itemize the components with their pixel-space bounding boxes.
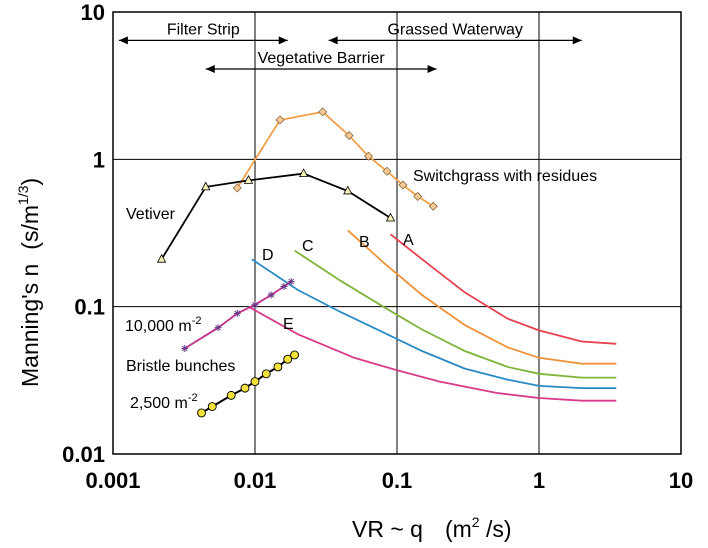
range-arrow-head-right bbox=[427, 64, 437, 73]
data-point bbox=[385, 212, 396, 222]
x-tick-label: 0.01 bbox=[234, 468, 277, 493]
ten-thousand-exp: -2 bbox=[192, 315, 202, 327]
y-tick-label: 0.1 bbox=[74, 295, 105, 320]
data-point bbox=[232, 183, 242, 193]
data-point bbox=[273, 362, 283, 372]
series-group bbox=[294, 249, 617, 379]
range-arrow: Filter Strip bbox=[118, 21, 288, 45]
range-arrow-head-left bbox=[205, 64, 215, 73]
data-point bbox=[290, 350, 300, 360]
data-point bbox=[343, 185, 353, 195]
x-axis-unit: (m bbox=[445, 516, 472, 542]
curve-label-e: E bbox=[283, 316, 294, 333]
data-point bbox=[382, 166, 392, 176]
y-axis-unit-exp: 1/3 bbox=[15, 185, 31, 205]
x-axis-unit-tail: /s) bbox=[480, 516, 512, 542]
x-tick-label: 10 bbox=[669, 468, 693, 493]
series-group bbox=[248, 305, 617, 402]
switchgrass-label: Switchgrass with residues bbox=[413, 168, 597, 185]
series-group bbox=[347, 229, 617, 365]
series-group bbox=[156, 168, 396, 263]
ten-thousand-text: 10,000 m bbox=[125, 318, 192, 335]
range-label: Grassed Waterway bbox=[387, 21, 522, 38]
series-line bbox=[248, 305, 617, 402]
y-tick-label: 1 bbox=[93, 147, 105, 172]
x-tick-label: 0.001 bbox=[85, 468, 140, 493]
data-point bbox=[214, 324, 222, 332]
data-point bbox=[398, 180, 408, 190]
data-point bbox=[156, 253, 167, 263]
series-line bbox=[389, 233, 617, 345]
range-label: Vegetative Barrier bbox=[258, 50, 386, 67]
series-group bbox=[232, 107, 438, 211]
series-line bbox=[347, 229, 617, 365]
data-point bbox=[233, 309, 241, 317]
x-axis-label: VR ~ q bbox=[352, 516, 423, 542]
series-line bbox=[160, 172, 391, 260]
y-tick-label: 0.01 bbox=[62, 442, 105, 467]
data-point bbox=[280, 283, 288, 291]
data-point bbox=[250, 377, 260, 387]
data-point bbox=[261, 369, 271, 379]
range-label: Filter Strip bbox=[167, 21, 240, 38]
data-series bbox=[156, 107, 617, 418]
vetiver-label: Vetiver bbox=[126, 206, 176, 223]
data-point bbox=[318, 107, 328, 117]
x-tick-label: 1 bbox=[533, 468, 545, 493]
y-tick-label: 10 bbox=[81, 0, 105, 25]
data-point bbox=[413, 191, 423, 201]
series-group bbox=[389, 233, 617, 345]
curve-label-a: A bbox=[403, 232, 414, 249]
data-point bbox=[243, 175, 254, 184]
data-point bbox=[207, 402, 217, 411]
x-axis-unit-exp: 2 bbox=[472, 514, 480, 530]
data-point bbox=[363, 151, 374, 161]
x-tick-label: 0.1 bbox=[382, 468, 413, 493]
range-arrow-head-left bbox=[118, 36, 128, 45]
y-axis-label: Manning's n bbox=[17, 264, 43, 387]
range-arrow: Vegetative Barrier bbox=[205, 50, 437, 73]
data-point bbox=[275, 115, 285, 125]
series-group bbox=[251, 258, 617, 389]
two-five-hundred-text: 2,500 m bbox=[130, 395, 188, 412]
data-point bbox=[298, 168, 309, 178]
range-arrow: Grassed Waterway bbox=[328, 21, 582, 45]
series-line bbox=[251, 258, 617, 389]
bristle-bunches-label: Bristle bunches bbox=[126, 358, 235, 375]
data-point bbox=[428, 201, 438, 211]
curve-label-b: B bbox=[359, 234, 370, 251]
range-arrow-head-right bbox=[572, 36, 582, 45]
two-five-hundred-label: 2,500 m-2 bbox=[130, 392, 198, 412]
series-group bbox=[197, 350, 300, 418]
data-point bbox=[197, 408, 206, 418]
data-point bbox=[287, 278, 295, 286]
curve-label-d: D bbox=[262, 247, 274, 264]
two-five-hundred-exp: -2 bbox=[188, 392, 198, 404]
y-axis-title: Manning's n (s/m1/3) bbox=[15, 178, 43, 387]
data-point bbox=[344, 130, 354, 141]
data-point bbox=[201, 181, 211, 191]
plot-frame bbox=[112, 11, 682, 455]
curve-label-c: C bbox=[302, 238, 314, 255]
x-axis-title: VR ~ q (m2 /s) bbox=[352, 514, 512, 542]
y-axis-unit: (s/m bbox=[17, 205, 43, 250]
range-arrow-head-left bbox=[328, 36, 338, 45]
ten-thousand-label: 10,000 m-2 bbox=[125, 315, 202, 335]
data-point bbox=[240, 383, 250, 393]
data-point bbox=[226, 390, 236, 400]
series-group bbox=[181, 278, 295, 353]
data-point bbox=[283, 354, 293, 364]
data-point bbox=[267, 291, 275, 299]
y-axis-unit-tail: ) bbox=[17, 178, 43, 186]
series-line bbox=[294, 249, 617, 379]
data-point bbox=[251, 301, 259, 309]
data-point bbox=[181, 345, 189, 353]
range-arrow-head-right bbox=[278, 36, 288, 45]
